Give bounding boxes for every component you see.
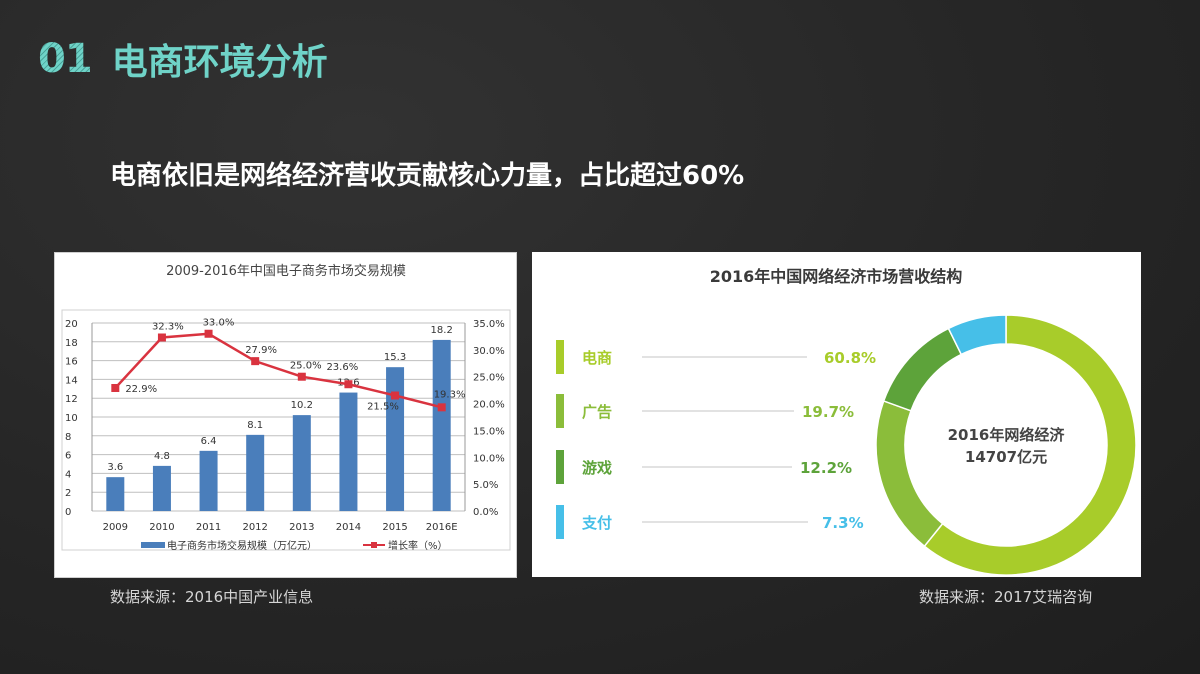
legend-item: 广告 19.7%: [556, 394, 854, 428]
growth-value-label: 19.3%: [434, 389, 466, 400]
legend-value: 60.8%: [824, 349, 876, 367]
x-axis-tick: 2013: [289, 522, 314, 533]
bar-value-label: 3.6: [107, 462, 123, 473]
growth-marker: [251, 357, 260, 366]
donut-center-value: 14707亿元: [965, 448, 1047, 466]
legend-item: 电商 60.8%: [556, 340, 876, 374]
legend-swatch: [556, 450, 564, 484]
donut-segment: [875, 400, 944, 548]
bar: [339, 392, 358, 511]
x-axis-tick: 2014: [336, 522, 361, 533]
bar: [199, 450, 218, 511]
right-axis-tick: 30.0%: [473, 346, 505, 357]
growth-marker: [437, 403, 446, 412]
legend-value: 12.2%: [800, 459, 852, 477]
ecommerce-scale-chart: 2009-2016年中国电子商务市场交易规模024681012141618200…: [61, 263, 511, 552]
slide-subtitle: 电商依旧是网络经济营收贡献核心力量，占比超过60%: [110, 161, 745, 191]
bar: [432, 339, 451, 511]
growth-value-label: 27.9%: [245, 345, 277, 356]
growth-value-label: 25.0%: [290, 361, 322, 372]
legend-bar-label: 电子商务市场交易规模（万亿元）: [167, 539, 317, 552]
left-axis-tick: 2: [65, 488, 71, 499]
right-axis-tick: 15.0%: [473, 426, 505, 437]
legend-swatch: [556, 505, 564, 539]
donut-center-label: 2016年网络经济: [948, 426, 1066, 444]
legend-label: 电商: [582, 349, 612, 367]
section-number: 01: [38, 36, 93, 82]
chart-title: 2016年中国网络经济市场营收结构: [710, 267, 963, 286]
x-axis-tick: 2009: [103, 522, 128, 533]
growth-line: [114, 332, 442, 409]
legend-line-swatch: [371, 542, 377, 548]
bar-value-label: 15.3: [384, 352, 406, 363]
right-axis-tick: 35.0%: [473, 319, 505, 330]
plot-frame: [61, 309, 511, 551]
bar: [106, 477, 125, 511]
legend-label: 支付: [581, 514, 612, 532]
legend-label: 游戏: [582, 459, 612, 477]
legend-line-label: 增长率（%）: [388, 539, 448, 552]
donut-segment: [947, 314, 1007, 356]
bar: [386, 367, 405, 511]
legend-swatch: [556, 394, 564, 428]
growth-marker: [391, 391, 400, 400]
bar-value-label: 6.4: [201, 436, 217, 447]
right-axis-tick: 5.0%: [473, 480, 498, 491]
legend-label: 广告: [582, 403, 612, 421]
x-axis-tick: 2015: [382, 522, 407, 533]
left-axis-tick: 0: [65, 507, 71, 518]
growth-value-label: 33.0%: [203, 318, 235, 329]
left-axis-tick: 8: [65, 432, 71, 443]
chart-title: 2009-2016年中国电子商务市场交易规模: [166, 263, 406, 279]
growth-value-label: 22.9%: [125, 384, 157, 395]
bar: [246, 434, 265, 511]
growth-marker: [157, 333, 166, 342]
bar-value-label: 8.1: [247, 420, 263, 431]
left-axis-tick: 4: [65, 469, 71, 480]
x-axis-tick: 2016E: [426, 522, 458, 533]
growth-marker: [111, 383, 120, 392]
legend-item: 游戏 12.2%: [556, 450, 852, 484]
left-chart-source: 数据来源：2016中国产业信息: [110, 588, 314, 606]
legend-item: 支付 7.3%: [556, 505, 864, 539]
x-axis-tick: 2011: [196, 522, 221, 533]
left-axis-tick: 16: [65, 357, 78, 368]
bar: [152, 465, 171, 511]
x-axis-tick: 2010: [149, 522, 174, 533]
x-axis-tick: 2012: [242, 522, 267, 533]
bar: [292, 415, 311, 511]
left-axis-tick: 6: [65, 451, 71, 462]
section-title: 电商环境分析: [111, 42, 328, 83]
right-axis-tick: 0.0%: [473, 507, 498, 518]
section-heading: 01 电商环境分析: [38, 34, 328, 84]
growth-marker: [297, 372, 306, 381]
bar-value-label: 10.2: [291, 400, 313, 411]
left-axis-tick: 10: [65, 413, 78, 424]
right-chart-source: 数据来源：2017艾瑞咨询: [919, 588, 1093, 606]
donut-segment: [923, 314, 1137, 576]
right-axis-tick: 10.0%: [473, 453, 505, 464]
left-axis-tick: 12: [65, 394, 78, 405]
donut-segment: [882, 327, 963, 412]
legend-bar-swatch: [141, 542, 165, 548]
growth-value-label: 21.5%: [367, 402, 399, 413]
growth-marker: [344, 380, 353, 389]
growth-value-label: 32.3%: [152, 322, 184, 333]
left-axis-tick: 20: [65, 319, 78, 330]
bar-value-label: 18.2: [431, 325, 453, 336]
right-axis-tick: 20.0%: [473, 400, 505, 411]
legend-swatch: [556, 340, 564, 374]
right-axis-tick: 25.0%: [473, 373, 505, 384]
bar-value-label: 4.8: [154, 451, 170, 462]
legend-value: 7.3%: [822, 514, 864, 532]
ecommerce-scale-chart-panel: 2009-2016年中国电子商务市场交易规模 0 2 4 6 8 10 12 14 16 18 20 0…: [54, 252, 517, 578]
legend-value: 19.7%: [802, 403, 854, 421]
left-axis-tick: 18: [65, 338, 78, 349]
growth-value-label: 23.6%: [326, 362, 358, 373]
revenue-structure-chart-panel: 2016年中国网络经济市场营收结构电商 60.8% 广告 19.7% 游戏 12.2% 支付…: [532, 252, 1141, 577]
left-axis-tick: 14: [65, 375, 78, 386]
growth-marker: [204, 329, 213, 338]
